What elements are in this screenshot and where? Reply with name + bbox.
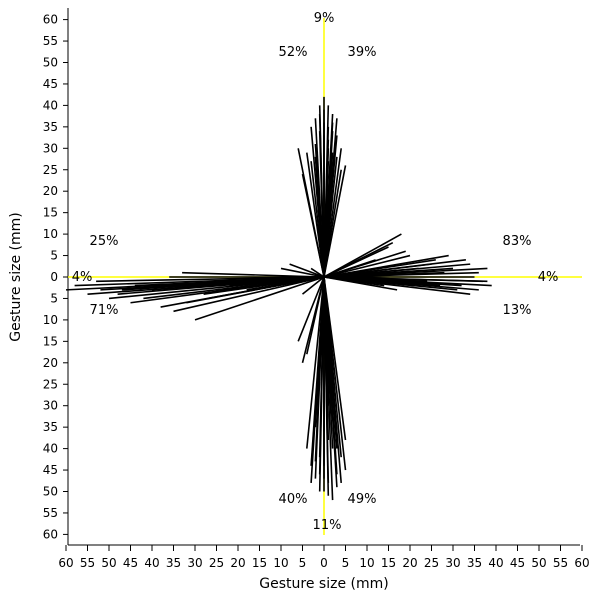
x-tick-label: 30	[445, 556, 460, 570]
y-tick-label: 15	[43, 334, 58, 348]
x-tick-label: 50	[531, 556, 546, 570]
y-tick-label: 15	[43, 206, 58, 220]
x-tick-label: 10	[359, 556, 374, 570]
gesture-stroke-up	[323, 161, 330, 278]
gesture-stroke-left	[310, 267, 325, 278]
y-tick-label: 10	[43, 313, 58, 327]
right-percentage: 4%	[538, 270, 559, 285]
x-tick-label: 30	[187, 556, 202, 570]
up-left-percentage: 52%	[279, 45, 308, 60]
x-tick-label: 10	[273, 556, 288, 570]
x-tick-label: 15	[381, 556, 396, 570]
x-tick-label: 45	[510, 556, 525, 570]
x-tick-label: 60	[574, 556, 589, 570]
gesture-stroke-down	[323, 276, 338, 449]
gesture-stroke-up	[314, 156, 325, 278]
x-axis-title: Gesture size (mm)	[259, 576, 388, 592]
gesture-stroke-left	[302, 276, 325, 295]
gesture-stroke-right	[323, 241, 394, 278]
y-tick-label: 5	[50, 249, 58, 263]
y-tick-label: 55	[43, 34, 58, 48]
down-left-percentage: 40%	[279, 492, 308, 507]
right-down-percentage: 13%	[503, 303, 532, 318]
y-tick-label: 50	[43, 56, 58, 70]
gesture-stroke-down	[323, 276, 347, 441]
gesture-strokes	[65, 96, 492, 501]
down-percentage: 11%	[313, 518, 342, 533]
x-tick-label: 45	[123, 556, 138, 570]
up-right-percentage: 39%	[348, 45, 377, 60]
gesture-stroke-left	[207, 276, 325, 300]
x-tick-label: 35	[467, 556, 482, 570]
gesture-stroke-down	[306, 276, 325, 355]
up-percentage: 9%	[314, 11, 335, 26]
gesture-stroke-right	[323, 276, 385, 287]
gesture-stroke-left	[121, 276, 325, 291]
x-tick-label: 25	[424, 556, 439, 570]
y-tick-label: 60	[43, 527, 58, 541]
y-tick-label: 5	[50, 291, 58, 305]
y-axis-title: Gesture size (mm)	[8, 212, 24, 341]
gesture-stroke-right	[323, 259, 436, 278]
gesture-stroke-down	[314, 276, 325, 462]
y-tick-label: 45	[43, 77, 58, 91]
y-tick-label: 20	[43, 184, 58, 198]
x-tick-label: 20	[230, 556, 245, 570]
x-tick-label: 40	[488, 556, 503, 570]
x-tick-label: 15	[252, 556, 267, 570]
y-tick-label: 0	[50, 270, 58, 284]
y-tick-label: 10	[43, 227, 58, 241]
left-up-percentage: 25%	[90, 234, 119, 249]
x-tick-label: 55	[553, 556, 568, 570]
x-tick-label: 35	[166, 556, 181, 570]
y-tick-label: 60	[43, 13, 58, 27]
y-tick-label: 35	[43, 420, 58, 434]
x-tick-label: 5	[299, 556, 307, 570]
y-tick-label: 45	[43, 463, 58, 477]
y-tick-label: 40	[43, 442, 58, 456]
y-tick-label: 35	[43, 120, 58, 134]
gesture-stroke-down	[306, 276, 325, 449]
left-down-percentage: 71%	[90, 303, 119, 318]
x-tick-label: 5	[342, 556, 350, 570]
x-tick-label: 40	[144, 556, 159, 570]
gesture-stroke-right	[323, 267, 419, 278]
x-tick-label: 25	[209, 556, 224, 570]
y-tick-label: 25	[43, 163, 58, 177]
x-tick-label: 20	[402, 556, 417, 570]
y-tick-label: 55	[43, 506, 58, 520]
y-tick-label: 30	[43, 399, 58, 413]
gesture-stroke-left	[173, 276, 325, 313]
down-right-percentage: 49%	[348, 492, 377, 507]
y-tick-label: 40	[43, 98, 58, 112]
y-tick-label: 30	[43, 141, 58, 155]
y-tick-label: 20	[43, 356, 58, 370]
x-tick-label: 0	[320, 556, 328, 570]
left-percentage: 4%	[72, 270, 93, 285]
y-tick-label: 25	[43, 377, 58, 391]
right-up-percentage: 83%	[503, 234, 532, 249]
y-tick-group: 6055504540353025201510505101520253035404…	[43, 13, 68, 541]
gesture-stroke-right	[323, 276, 488, 283]
x-tick-group: 60 55 50 45 40 35 30 25 20 15 10 5 0 5 10 15 20 25 30 35 40 4…	[58, 545, 589, 570]
y-tick-label: 50	[43, 485, 58, 499]
gesture-stroke-right	[323, 250, 406, 278]
x-tick-label: 50	[101, 556, 116, 570]
gesture-stroke-up	[301, 173, 325, 278]
gesture-stroke-right	[323, 271, 445, 278]
gesture-stroke-left	[280, 267, 325, 278]
gesture-stroke-down	[297, 276, 325, 342]
gesture-stroke-up	[323, 169, 342, 278]
x-tick-label: 55	[80, 556, 95, 570]
gesture-stroke-right	[323, 254, 411, 278]
gesture-stroke-left	[289, 263, 325, 278]
gesture-stroke-left	[194, 276, 325, 321]
x-tick-label: 60	[58, 556, 73, 570]
gesture-stroke-left	[96, 276, 325, 283]
